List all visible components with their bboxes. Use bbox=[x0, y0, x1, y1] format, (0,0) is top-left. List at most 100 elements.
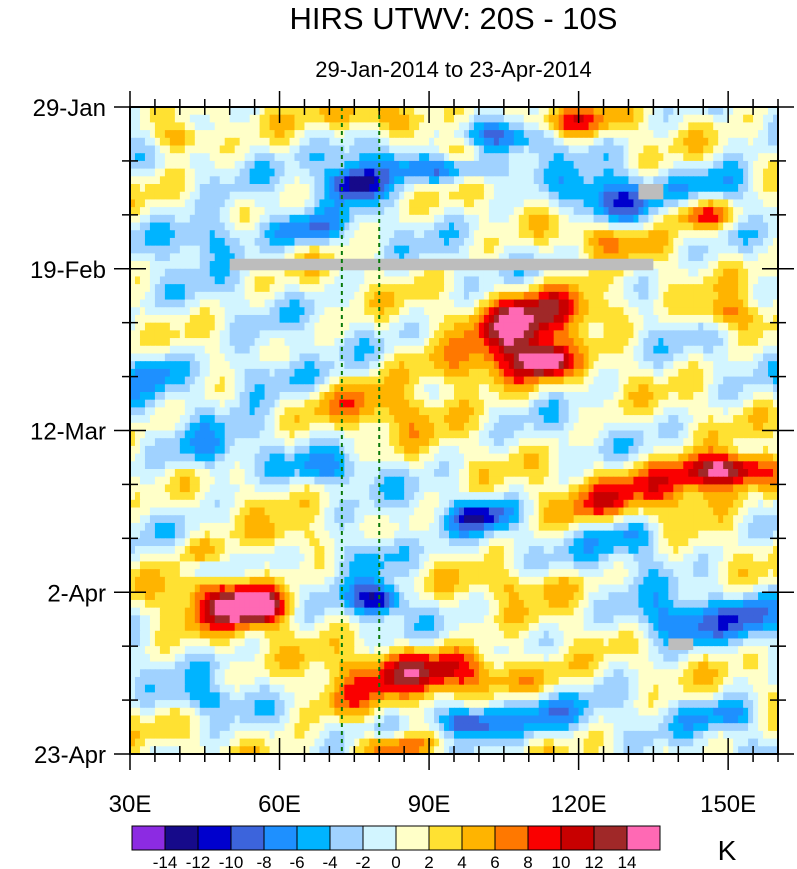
heatmap-cell bbox=[568, 176, 575, 185]
heatmap-cell bbox=[144, 361, 151, 370]
heatmap-cell bbox=[773, 376, 778, 385]
heatmap-cell bbox=[429, 391, 435, 401]
heatmap-cell bbox=[369, 291, 375, 301]
heatmap-cell bbox=[219, 230, 226, 239]
heatmap-cell bbox=[139, 384, 146, 393]
heatmap-cell bbox=[419, 314, 425, 324]
heatmap-cell bbox=[409, 276, 415, 285]
heatmap-cell bbox=[394, 353, 400, 362]
heatmap-cell bbox=[314, 276, 321, 285]
heatmap-cell bbox=[284, 245, 291, 254]
heatmap-cell bbox=[219, 137, 226, 147]
heatmap-cell bbox=[503, 361, 510, 370]
heatmap-cell bbox=[154, 199, 161, 208]
heatmap-cell bbox=[419, 191, 425, 201]
heatmap-cell bbox=[563, 391, 570, 401]
heatmap-cell bbox=[419, 330, 425, 339]
heatmap-cell bbox=[439, 237, 445, 247]
heatmap-cell bbox=[269, 214, 276, 224]
heatmap-cell bbox=[279, 107, 286, 116]
heatmap-cell bbox=[329, 176, 335, 185]
heatmap-cell bbox=[209, 299, 216, 308]
heatmap-cell bbox=[364, 391, 370, 401]
heatmap-cell bbox=[588, 291, 595, 301]
heatmap-cell bbox=[458, 107, 465, 116]
heatmap-cell bbox=[224, 314, 231, 324]
heatmap-cell bbox=[713, 122, 719, 131]
heatmap-cell bbox=[154, 107, 161, 116]
heatmap-cell bbox=[683, 199, 689, 208]
heatmap-cell bbox=[563, 268, 570, 278]
heatmap-cell bbox=[184, 107, 191, 116]
heatmap-cell bbox=[179, 253, 186, 262]
heatmap-cell bbox=[234, 176, 241, 185]
heatmap-cell bbox=[224, 391, 231, 401]
heatmap-cell bbox=[374, 345, 380, 355]
heatmap-cell bbox=[174, 237, 181, 247]
heatmap-cell bbox=[379, 338, 385, 347]
heatmap-cell bbox=[658, 368, 664, 378]
heatmap-cell bbox=[414, 122, 420, 131]
heatmap-cell bbox=[473, 299, 480, 308]
heatmap-cell bbox=[613, 353, 620, 362]
heatmap-cell bbox=[548, 330, 555, 339]
heatmap-cell bbox=[468, 353, 475, 362]
heatmap-cell bbox=[169, 322, 176, 331]
heatmap-cell bbox=[458, 268, 465, 278]
heatmap-cell bbox=[444, 130, 450, 139]
heatmap-cell bbox=[374, 268, 380, 278]
heatmap-cell bbox=[229, 307, 236, 316]
heatmap-cell bbox=[379, 376, 385, 385]
heatmap-cell bbox=[369, 176, 375, 185]
heatmap-cell bbox=[304, 276, 311, 285]
heatmap-cell bbox=[663, 330, 669, 339]
heatmap-cell bbox=[294, 230, 301, 239]
heatmap-cell bbox=[593, 338, 600, 347]
heatmap-cell bbox=[593, 291, 600, 301]
heatmap-cell bbox=[678, 199, 684, 208]
heatmap-cell bbox=[518, 199, 525, 208]
heatmap-cell bbox=[199, 114, 206, 123]
heatmap-cell bbox=[229, 268, 236, 278]
heatmap-cell bbox=[593, 268, 600, 278]
heatmap-cell bbox=[189, 176, 196, 185]
heatmap-cell bbox=[244, 122, 251, 131]
heatmap-cell bbox=[289, 307, 296, 316]
heatmap-cell bbox=[329, 199, 335, 208]
heatmap-cell bbox=[663, 107, 669, 116]
heatmap-cell bbox=[389, 276, 395, 285]
heatmap-cell bbox=[214, 299, 221, 308]
heatmap-cell bbox=[573, 307, 580, 316]
heatmap-cell bbox=[773, 114, 778, 123]
heatmap-cell bbox=[349, 107, 355, 116]
heatmap-cell bbox=[698, 153, 704, 162]
heatmap-cell bbox=[668, 168, 674, 177]
heatmap-cell bbox=[184, 168, 191, 177]
heatmap-cell bbox=[618, 376, 625, 385]
heatmap-cell bbox=[623, 314, 630, 324]
heatmap-cell bbox=[234, 230, 241, 239]
heatmap-cell bbox=[299, 237, 306, 247]
heatmap-cell bbox=[449, 199, 455, 208]
heatmap-cell bbox=[738, 137, 744, 147]
heatmap-cell bbox=[299, 199, 306, 208]
heatmap-cell bbox=[703, 237, 709, 247]
heatmap-cell bbox=[633, 368, 640, 378]
heatmap-cell bbox=[374, 368, 380, 378]
heatmap-cell bbox=[364, 153, 370, 162]
heatmap-cell bbox=[429, 276, 435, 285]
heatmap-cell bbox=[444, 268, 450, 278]
heatmap-cell bbox=[678, 184, 684, 193]
heatmap-cell bbox=[279, 368, 286, 378]
heatmap-cell bbox=[683, 122, 689, 131]
heatmap-cell bbox=[164, 168, 171, 177]
heatmap-cell bbox=[688, 191, 694, 201]
heatmap-cell bbox=[483, 368, 490, 378]
heatmap-cell bbox=[219, 245, 226, 254]
heatmap-cell bbox=[354, 230, 360, 239]
heatmap-cell bbox=[488, 145, 495, 154]
heatmap-cell bbox=[533, 376, 540, 385]
heatmap-cell bbox=[149, 268, 156, 278]
heatmap-cell bbox=[633, 245, 640, 254]
heatmap-cell bbox=[174, 338, 181, 347]
